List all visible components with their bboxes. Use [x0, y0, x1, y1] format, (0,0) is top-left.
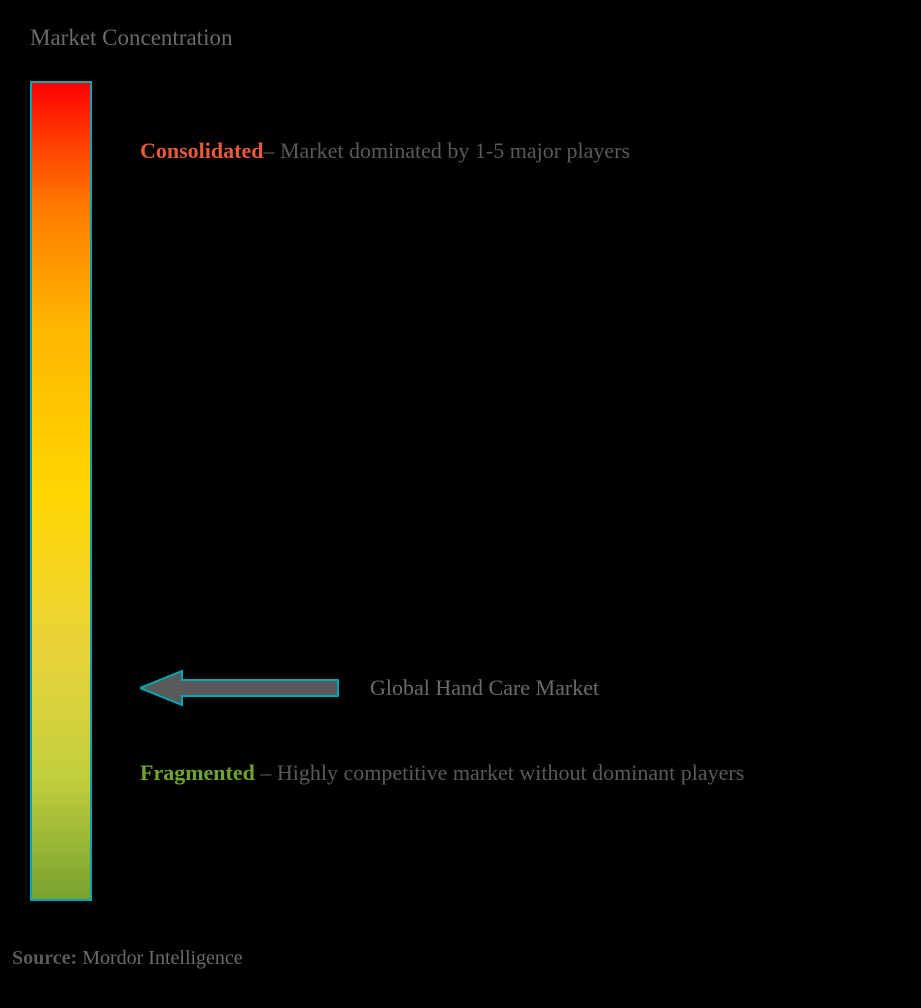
- fragmented-keyword: Fragmented: [140, 760, 255, 785]
- consolidated-label: Consolidated– Market dominated by 1-5 ma…: [140, 133, 860, 168]
- marker-label: Global Hand Care Market: [370, 675, 599, 701]
- main-area: Consolidated– Market dominated by 1-5 ma…: [30, 81, 891, 901]
- chart-container: Market Concentration Consolidated– Marke…: [0, 0, 921, 1008]
- consolidated-description: – Market dominated by 1-5 major players: [263, 138, 630, 163]
- consolidated-keyword: Consolidated: [140, 138, 263, 163]
- source-label: Source:: [12, 947, 77, 969]
- chart-title: Market Concentration: [30, 25, 891, 51]
- source-line: Source: Mordor Intelligence: [12, 947, 243, 970]
- source-value: Mordor Intelligence: [77, 947, 243, 969]
- marker-row: Global Hand Care Market: [140, 669, 599, 707]
- concentration-gradient-bar: [30, 81, 92, 901]
- fragmented-label: Fragmented – Highly competitive market w…: [140, 749, 860, 797]
- fragmented-description: – Highly competitive market without domi…: [255, 760, 744, 785]
- arrow-left-icon: [140, 669, 340, 707]
